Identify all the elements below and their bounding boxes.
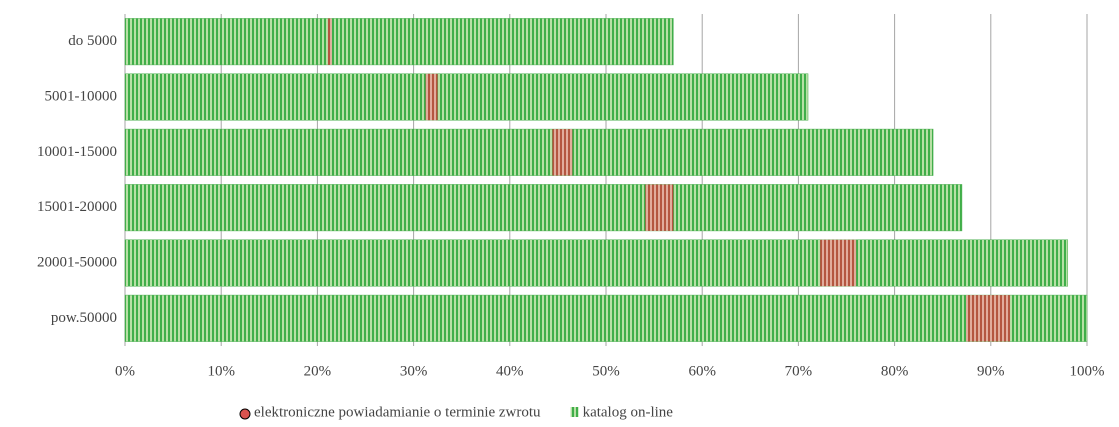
- bar: [124, 128, 934, 176]
- bar: [124, 239, 1069, 287]
- bar: [124, 18, 674, 66]
- bar: [124, 184, 963, 232]
- marker: [425, 73, 438, 121]
- y-tick-label: 15001-20000: [37, 199, 117, 215]
- x-tick-label: 90%: [977, 363, 1005, 379]
- x-tick-label: 30%: [400, 363, 428, 379]
- x-tick-label: 40%: [496, 363, 524, 379]
- grid: [124, 14, 1088, 346]
- x-tick-label: 10%: [207, 363, 235, 379]
- y-tick-label: pow.50000: [51, 310, 117, 326]
- x-tick-label: 20%: [304, 363, 332, 379]
- legend-swatch: [239, 408, 251, 420]
- y-tick-label: 20001-50000: [37, 254, 117, 270]
- bar: [124, 294, 1088, 342]
- x-tick-label: 50%: [592, 363, 620, 379]
- x-tick-label: 70%: [785, 363, 813, 379]
- x-tick-label: 80%: [881, 363, 909, 379]
- marker: [820, 239, 857, 287]
- labels: 0% 10% 20% 30% 40% 50% 60% 70% 80% 90% 100% do 5000…: [37, 33, 1105, 379]
- legend-swatch: [570, 407, 579, 417]
- legend-label: katalog on-line: [583, 404, 674, 420]
- y-tick-label: 5001-10000: [45, 88, 118, 104]
- y-tick-label: 10001-15000: [37, 144, 117, 160]
- y-tick-label: do 5000: [68, 33, 117, 49]
- legend: elektroniczne powiadamianie o terminie z…: [239, 404, 674, 420]
- x-tick-label: 60%: [688, 363, 716, 379]
- x-tick-label: 0%: [115, 363, 135, 379]
- marker: [327, 18, 332, 65]
- x-tick-label: 100%: [1070, 363, 1105, 379]
- bar: [124, 73, 809, 121]
- legend-label: elektroniczne powiadamianie o terminie z…: [254, 404, 541, 420]
- bars: [124, 18, 1088, 342]
- marker: [552, 129, 573, 176]
- marker: [966, 295, 1011, 342]
- marker: [645, 184, 674, 231]
